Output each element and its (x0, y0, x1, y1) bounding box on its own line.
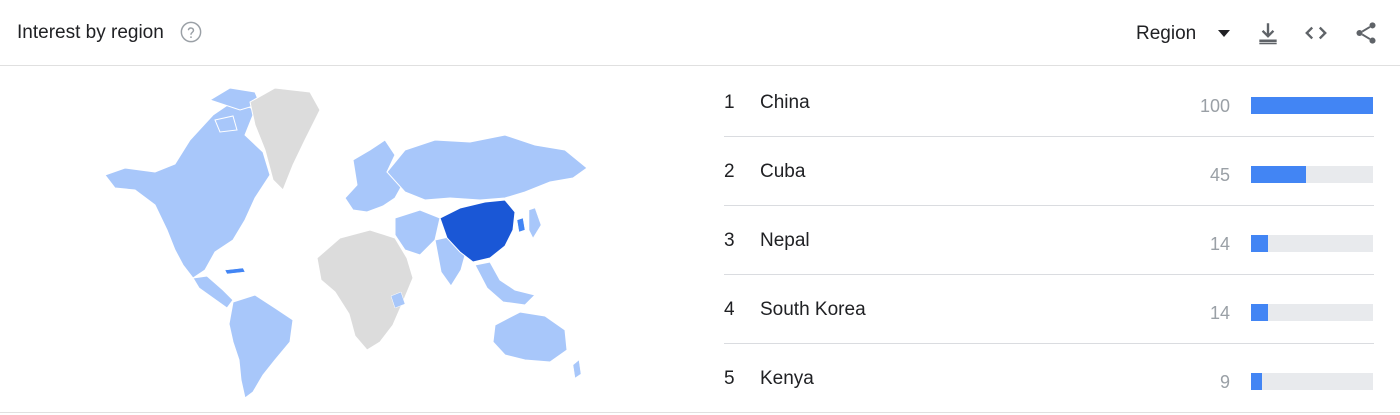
embed-icon[interactable] (1303, 20, 1329, 46)
region-dropdown-label: Region (1136, 23, 1197, 44)
map-region-central-america[interactable] (192, 275, 234, 309)
world-map[interactable] (95, 80, 595, 400)
list-item[interactable]: 4 South Korea 14 (724, 275, 1374, 344)
map-region-middle-east[interactable] (394, 209, 441, 256)
score-bar (1251, 235, 1373, 252)
list-item[interactable]: 3 Nepal 14 (724, 206, 1374, 275)
score-bar (1251, 304, 1373, 321)
map-region-north-america[interactable] (104, 99, 271, 279)
help-icon[interactable] (180, 21, 202, 43)
map-region-korea[interactable] (516, 217, 526, 233)
map-region-southeast-asia[interactable] (474, 261, 536, 306)
region-score: 14 (1209, 303, 1230, 323)
map-region-australia[interactable] (492, 311, 568, 363)
score-bar (1251, 97, 1373, 114)
caret-down-icon (1218, 30, 1231, 37)
map-region-europe[interactable] (344, 139, 406, 213)
map-region-africa[interactable] (316, 229, 414, 351)
region-rank: 2 (724, 161, 735, 182)
map-region-kenya[interactable] (390, 291, 406, 309)
region-score: 100 (1199, 96, 1230, 116)
map-region-greenland (249, 87, 321, 191)
download-icon[interactable] (1255, 20, 1281, 46)
map-region-china[interactable] (439, 199, 516, 263)
score-bar-fill (1251, 97, 1373, 114)
region-score: 14 (1209, 234, 1230, 254)
score-bar-fill (1251, 373, 1262, 390)
score-bar-fill (1251, 166, 1306, 183)
map-region-cuba[interactable] (224, 267, 246, 275)
region-rank: 4 (724, 299, 735, 320)
region-score: 45 (1209, 165, 1230, 185)
list-item[interactable]: 2 Cuba 45 (724, 137, 1374, 206)
region-name[interactable]: South Korea (760, 299, 866, 320)
region-name[interactable]: China (760, 92, 810, 113)
region-name[interactable]: Nepal (760, 230, 810, 251)
map-region-russia[interactable] (386, 134, 588, 201)
list-item[interactable]: 1 China 100 (724, 68, 1374, 137)
region-name[interactable]: Kenya (760, 368, 814, 389)
page-title: Interest by region (17, 22, 164, 43)
map-region-japan[interactable] (528, 207, 542, 239)
score-bar-fill (1251, 304, 1269, 321)
region-list: 1 China 100 2 Cuba 45 3 Nepal 14 4 South… (724, 68, 1374, 413)
share-icon[interactable] (1353, 20, 1379, 46)
score-bar-fill (1251, 235, 1269, 252)
map-region-new-zealand (572, 359, 582, 379)
list-item[interactable]: 5 Kenya 9 (724, 344, 1374, 413)
region-score: 9 (1219, 372, 1230, 392)
region-rank: 3 (724, 230, 735, 251)
region-rank: 1 (724, 92, 735, 113)
score-bar (1251, 166, 1373, 183)
region-dropdown[interactable]: Region (1136, 20, 1231, 48)
region-name[interactable]: Cuba (760, 161, 806, 182)
divider (0, 412, 1400, 413)
map-region-south-america[interactable] (228, 294, 294, 399)
card-header: Interest by region Region (0, 0, 1400, 66)
score-bar (1251, 373, 1373, 390)
region-rank: 5 (724, 368, 735, 389)
